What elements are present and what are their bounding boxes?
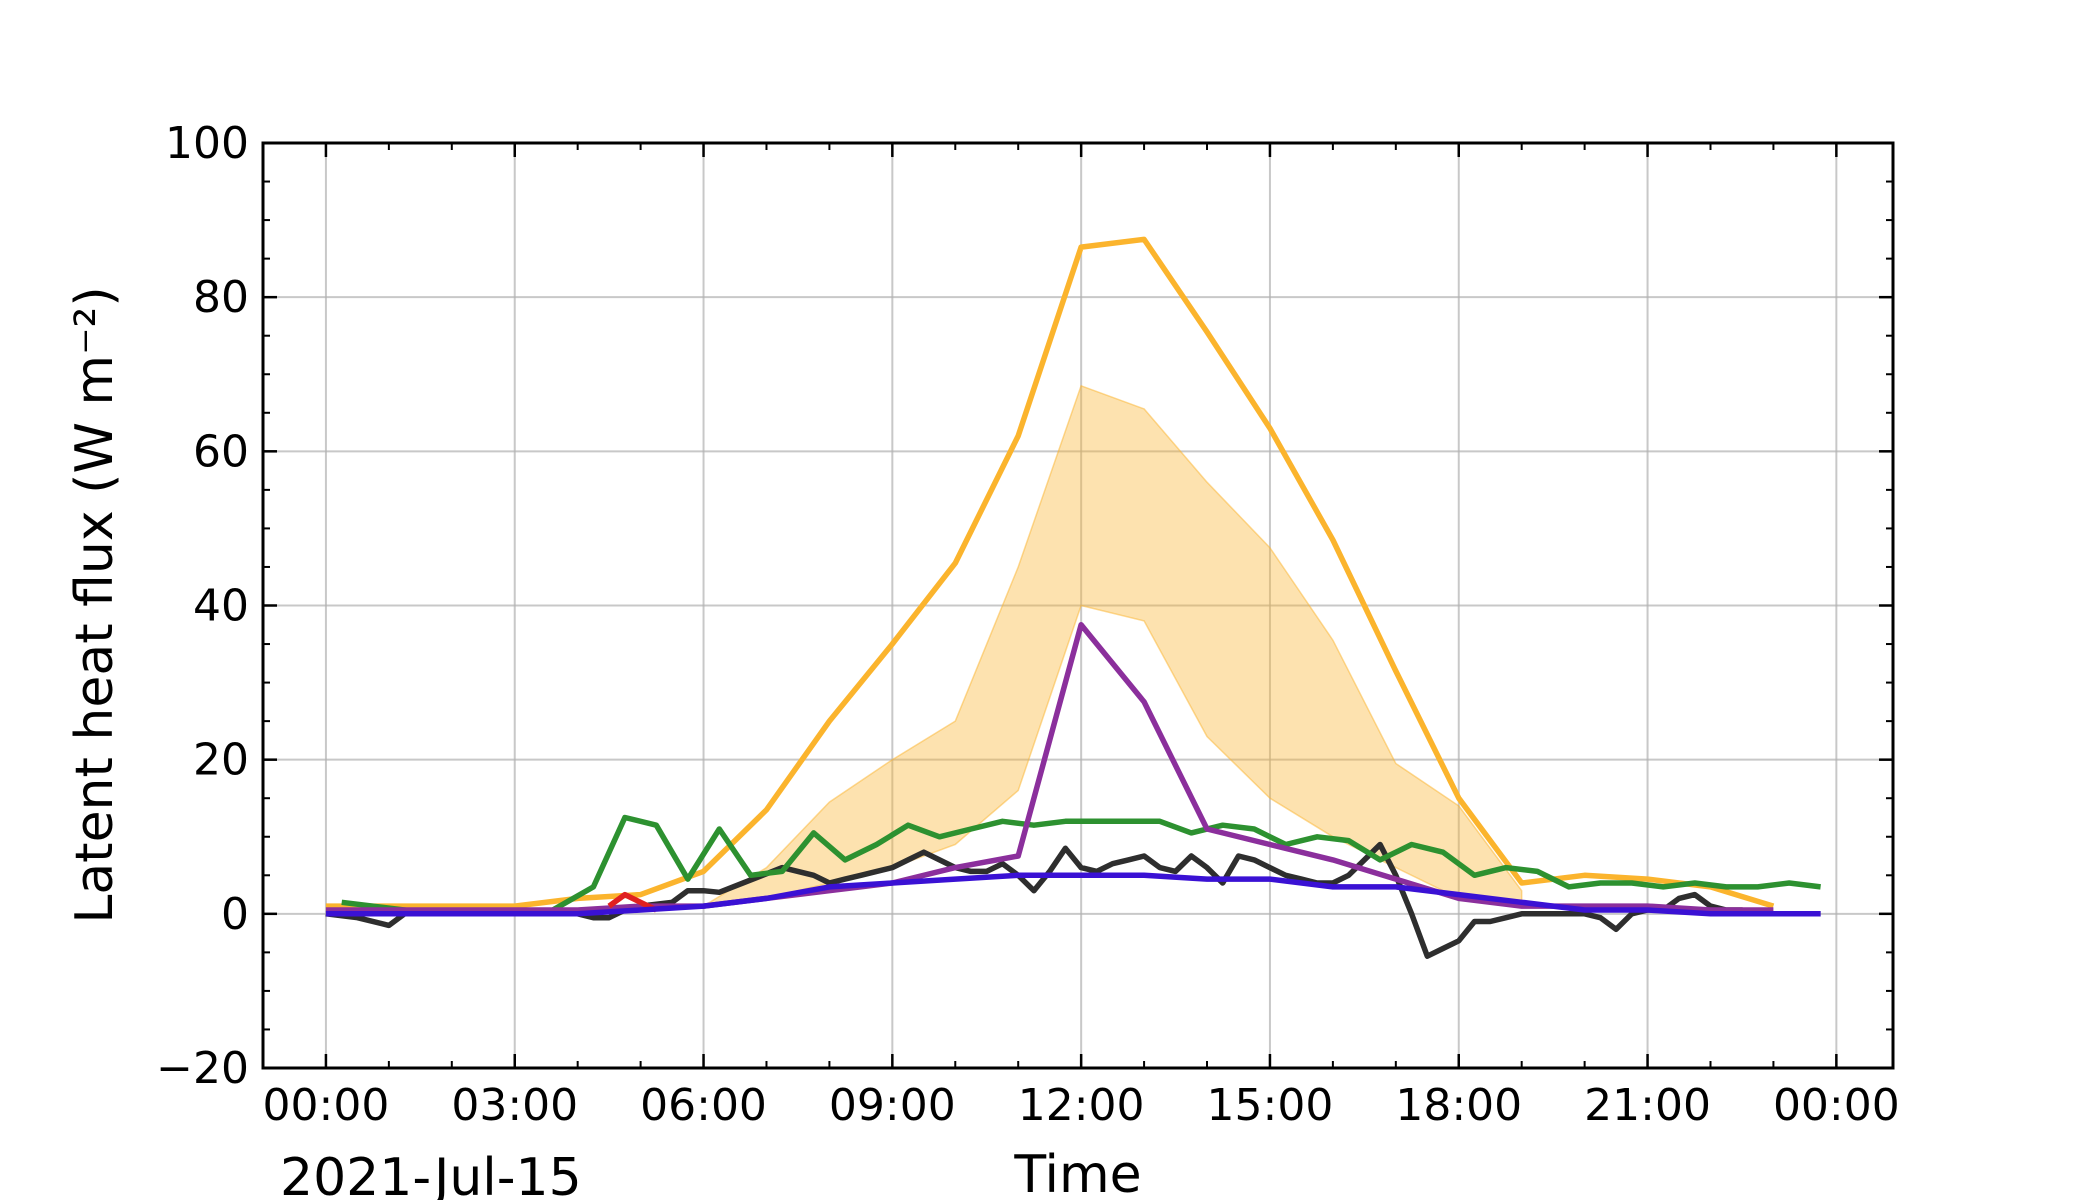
uncertainty-band	[703, 384, 1523, 907]
x-tick-label: 15:00	[1207, 1080, 1334, 1131]
date-label: 2021-Jul-15	[280, 1148, 582, 1200]
y-tick-label: 0	[221, 889, 249, 940]
x-axis-title: Time	[1013, 1145, 1141, 1200]
x-tick-label: 18:00	[1395, 1080, 1522, 1131]
series-line-3	[341, 814, 1821, 917]
y-tick-label: 60	[193, 426, 249, 477]
x-tick-label: 00:00	[1773, 1080, 1900, 1131]
x-tick-label: 06:00	[640, 1080, 767, 1131]
y-tick-label: 80	[193, 272, 249, 323]
x-tick-label: 12:00	[1018, 1080, 1145, 1131]
y-tick-label: −20	[156, 1043, 249, 1094]
x-tick-label: 09:00	[829, 1080, 956, 1131]
series-line-6	[325, 872, 1821, 917]
y-tick-label: 20	[193, 735, 249, 786]
axis-ticks	[263, 141, 1893, 1070]
x-tick-labels: 00:00 03:00 06:00 09:00 12:00 15:00 18:00 21:00…	[263, 1080, 1900, 1131]
x-tick-label: 03:00	[451, 1080, 578, 1131]
y-tick-label: 40	[193, 581, 249, 632]
uncertainty-band-layer	[703, 384, 1523, 907]
y-tick-labels: −20 0 20 40 60 80 100	[156, 118, 249, 1094]
y-axis-title: Latent heat flux (W m⁻²)	[65, 286, 125, 923]
y-tick-label: 100	[165, 118, 249, 169]
series-line-5	[607, 891, 658, 913]
series-line-2	[325, 841, 1821, 959]
x-tick-label: 00:00	[263, 1080, 390, 1131]
x-tick-label: 21:00	[1584, 1080, 1711, 1131]
series-layer	[325, 236, 1821, 959]
